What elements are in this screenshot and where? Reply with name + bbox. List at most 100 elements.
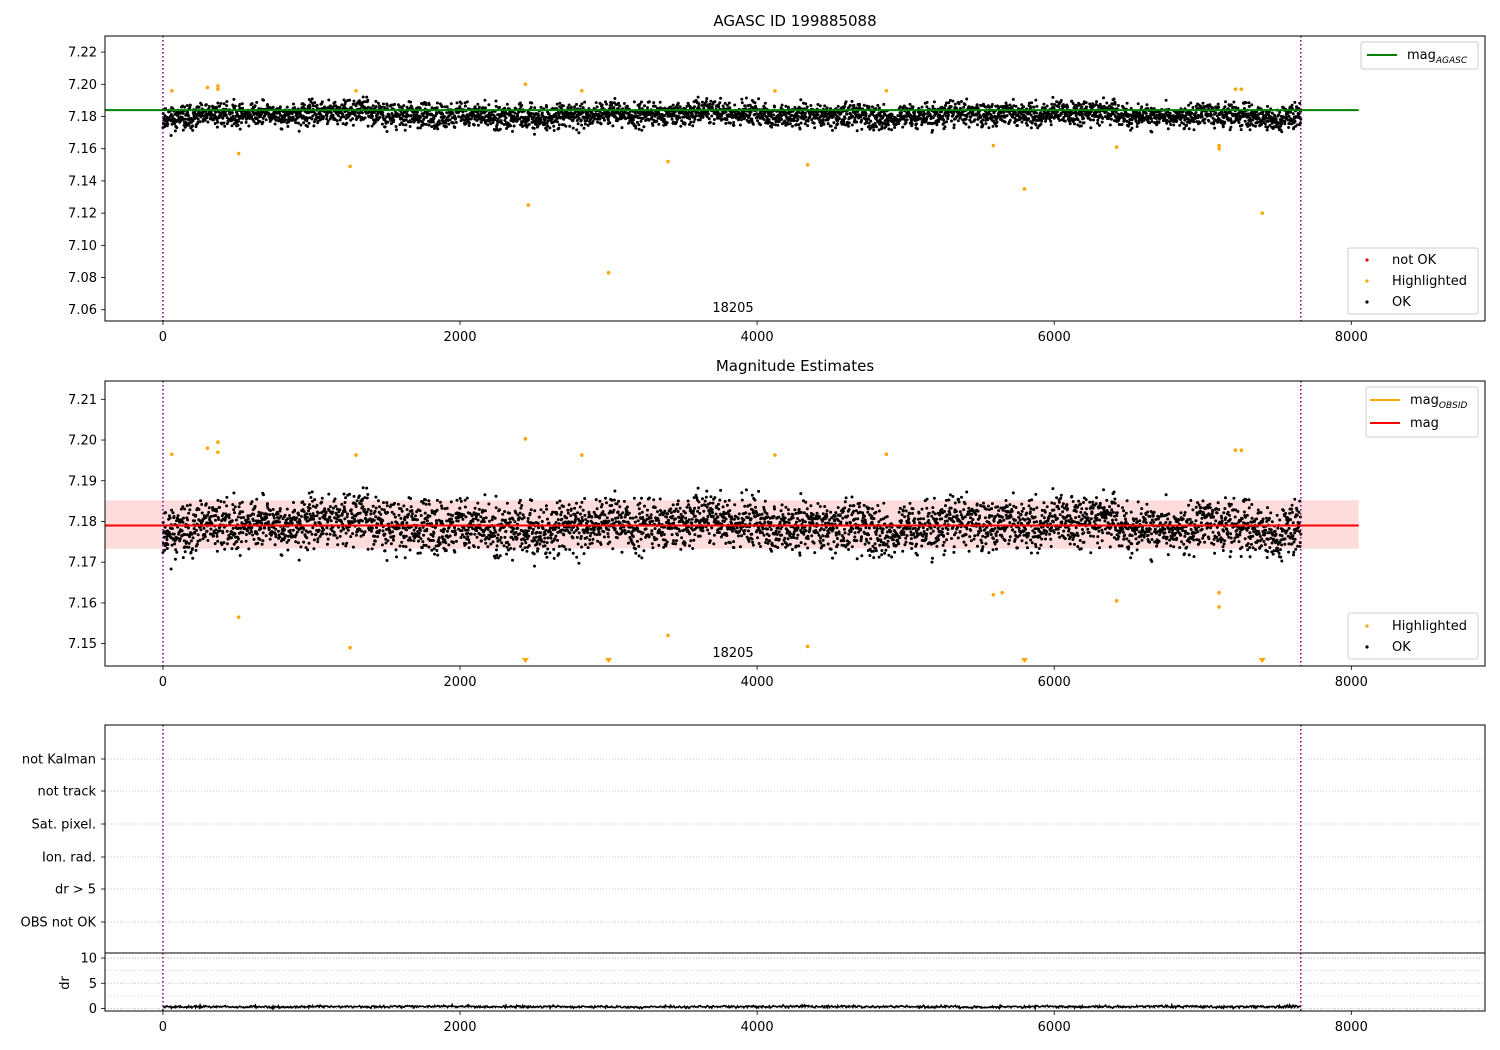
ok-data-point [225,100,229,103]
ok-data-point [239,526,243,530]
ok-data-point [325,117,329,121]
ok-data-point [1273,113,1276,117]
ok-data-point [594,101,598,105]
ok-data-point [307,121,311,125]
ok-data-point [297,558,301,562]
ok-data-point [981,123,985,127]
ok-data-point [809,104,813,107]
ok-data-point [188,106,192,109]
ok-data-point [872,128,876,132]
ok-data-point [1207,119,1211,123]
ok-data-point [419,115,423,119]
ok-data-point [227,513,231,517]
ok-data-point [625,104,629,108]
ok-data-point [1068,122,1072,126]
ok-data-point [646,113,650,117]
ok-data-point [293,106,297,110]
ok-data-point [540,111,544,115]
ok-data-point [1120,123,1124,126]
ok-data-point [935,123,939,127]
ok-data-point [500,121,504,125]
ok-data-point [753,101,757,105]
ok-data-point [216,101,220,105]
ok-data-point [435,112,439,116]
ok-data-point [194,548,198,552]
ok-data-point [1165,121,1169,125]
ok-data-point [207,506,211,510]
ok-data-point [751,122,755,126]
ok-data-point [818,104,822,108]
ok-data-point [555,102,559,106]
ok-data-point [310,97,314,101]
ok-data-point [1198,121,1202,125]
ok-data-point [580,102,584,106]
ok-data-point [231,103,235,107]
ok-data-point [209,514,213,518]
ok-data-point [240,540,243,544]
ok-data-point [312,517,316,521]
ok-data-point [486,123,490,127]
ok-data-point [640,128,644,132]
ok-data-point [1250,103,1254,107]
ok-data-point [296,121,300,125]
ok-data-point [311,114,315,118]
ok-data-point [1020,120,1024,124]
highlighted-data-point [666,159,670,164]
ok-data-point [843,116,847,120]
ok-data-point [287,538,291,542]
ok-data-point [173,129,177,133]
ok-data-point [884,125,888,129]
ok-data-point [535,116,539,120]
ok-data-point [1008,118,1012,122]
ok-data-point [392,118,396,122]
ok-data-point [844,100,848,104]
ok-data-point [952,126,956,130]
ok-data-point [180,529,184,533]
ok-data-point [657,112,661,116]
ok-data-point [676,106,680,110]
ok-data-point [1214,111,1218,115]
ok-data-point [1034,98,1038,102]
ok-data-point [383,125,387,129]
ok-data-point [505,102,509,106]
ok-data-point [1192,128,1196,132]
ok-data-point [233,104,237,108]
ok-data-point [498,105,501,109]
ok-data-point [206,513,210,517]
ok-data-point [344,544,348,548]
ok-data-point [227,516,231,520]
ok-data-point [1108,123,1112,127]
ok-data-point [932,100,936,104]
ok-data-point [290,521,294,525]
ok-data-point [1074,114,1078,118]
ok-data-point [182,516,185,520]
ok-data-point [1287,126,1291,129]
ok-data-point [575,119,579,122]
ok-data-point [236,123,240,127]
ok-data-point [780,117,784,121]
ok-data-point [191,124,194,128]
ok-data-point [221,116,225,120]
ok-data-point [1194,111,1198,115]
ok-data-point [389,103,393,107]
ok-data-point [698,118,702,122]
y-tick-label: 7.12 [68,207,97,222]
ok-data-point [725,118,729,122]
ok-data-point [663,114,666,118]
ok-data-point [357,99,361,103]
ok-data-point [443,105,447,109]
ok-data-point [170,508,174,512]
ok-data-point [862,103,866,107]
ok-data-point [307,98,311,101]
ok-data-point [1130,126,1134,130]
ok-data-point [203,118,207,122]
ok-data-point [706,112,710,116]
ok-data-point [181,128,185,132]
ok-data-point [483,98,487,102]
highlighted-data-point [773,88,777,93]
ok-data-point [759,123,762,127]
ok-data-point [334,504,338,508]
ok-data-point [215,534,219,538]
ok-data-point [187,121,191,125]
